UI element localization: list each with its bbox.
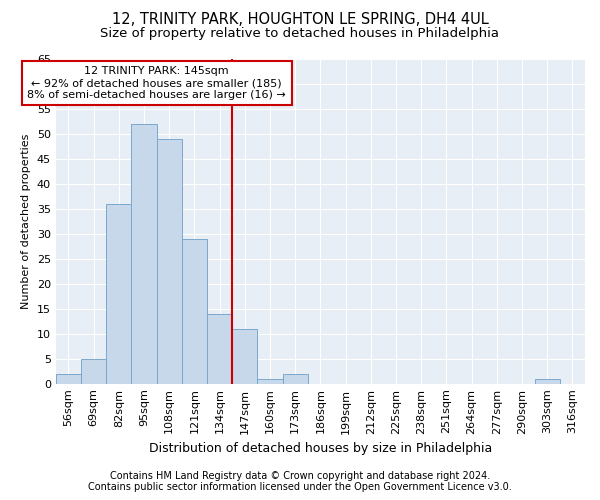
Bar xyxy=(81,358,106,384)
Text: Size of property relative to detached houses in Philadelphia: Size of property relative to detached ho… xyxy=(101,28,499,40)
Text: Contains HM Land Registry data © Crown copyright and database right 2024.
Contai: Contains HM Land Registry data © Crown c… xyxy=(88,471,512,492)
Bar xyxy=(106,204,131,384)
Bar xyxy=(535,378,560,384)
Bar xyxy=(283,374,308,384)
X-axis label: Distribution of detached houses by size in Philadelphia: Distribution of detached houses by size … xyxy=(149,442,492,455)
Bar xyxy=(131,124,157,384)
Text: 12 TRINITY PARK: 145sqm
← 92% of detached houses are smaller (185)
8% of semi-de: 12 TRINITY PARK: 145sqm ← 92% of detache… xyxy=(27,66,286,100)
Bar xyxy=(157,139,182,384)
Bar xyxy=(257,378,283,384)
Bar xyxy=(232,328,257,384)
Bar xyxy=(207,314,232,384)
Bar xyxy=(182,239,207,384)
Text: 12, TRINITY PARK, HOUGHTON LE SPRING, DH4 4UL: 12, TRINITY PARK, HOUGHTON LE SPRING, DH… xyxy=(112,12,488,28)
Bar xyxy=(56,374,81,384)
Y-axis label: Number of detached properties: Number of detached properties xyxy=(21,134,31,309)
